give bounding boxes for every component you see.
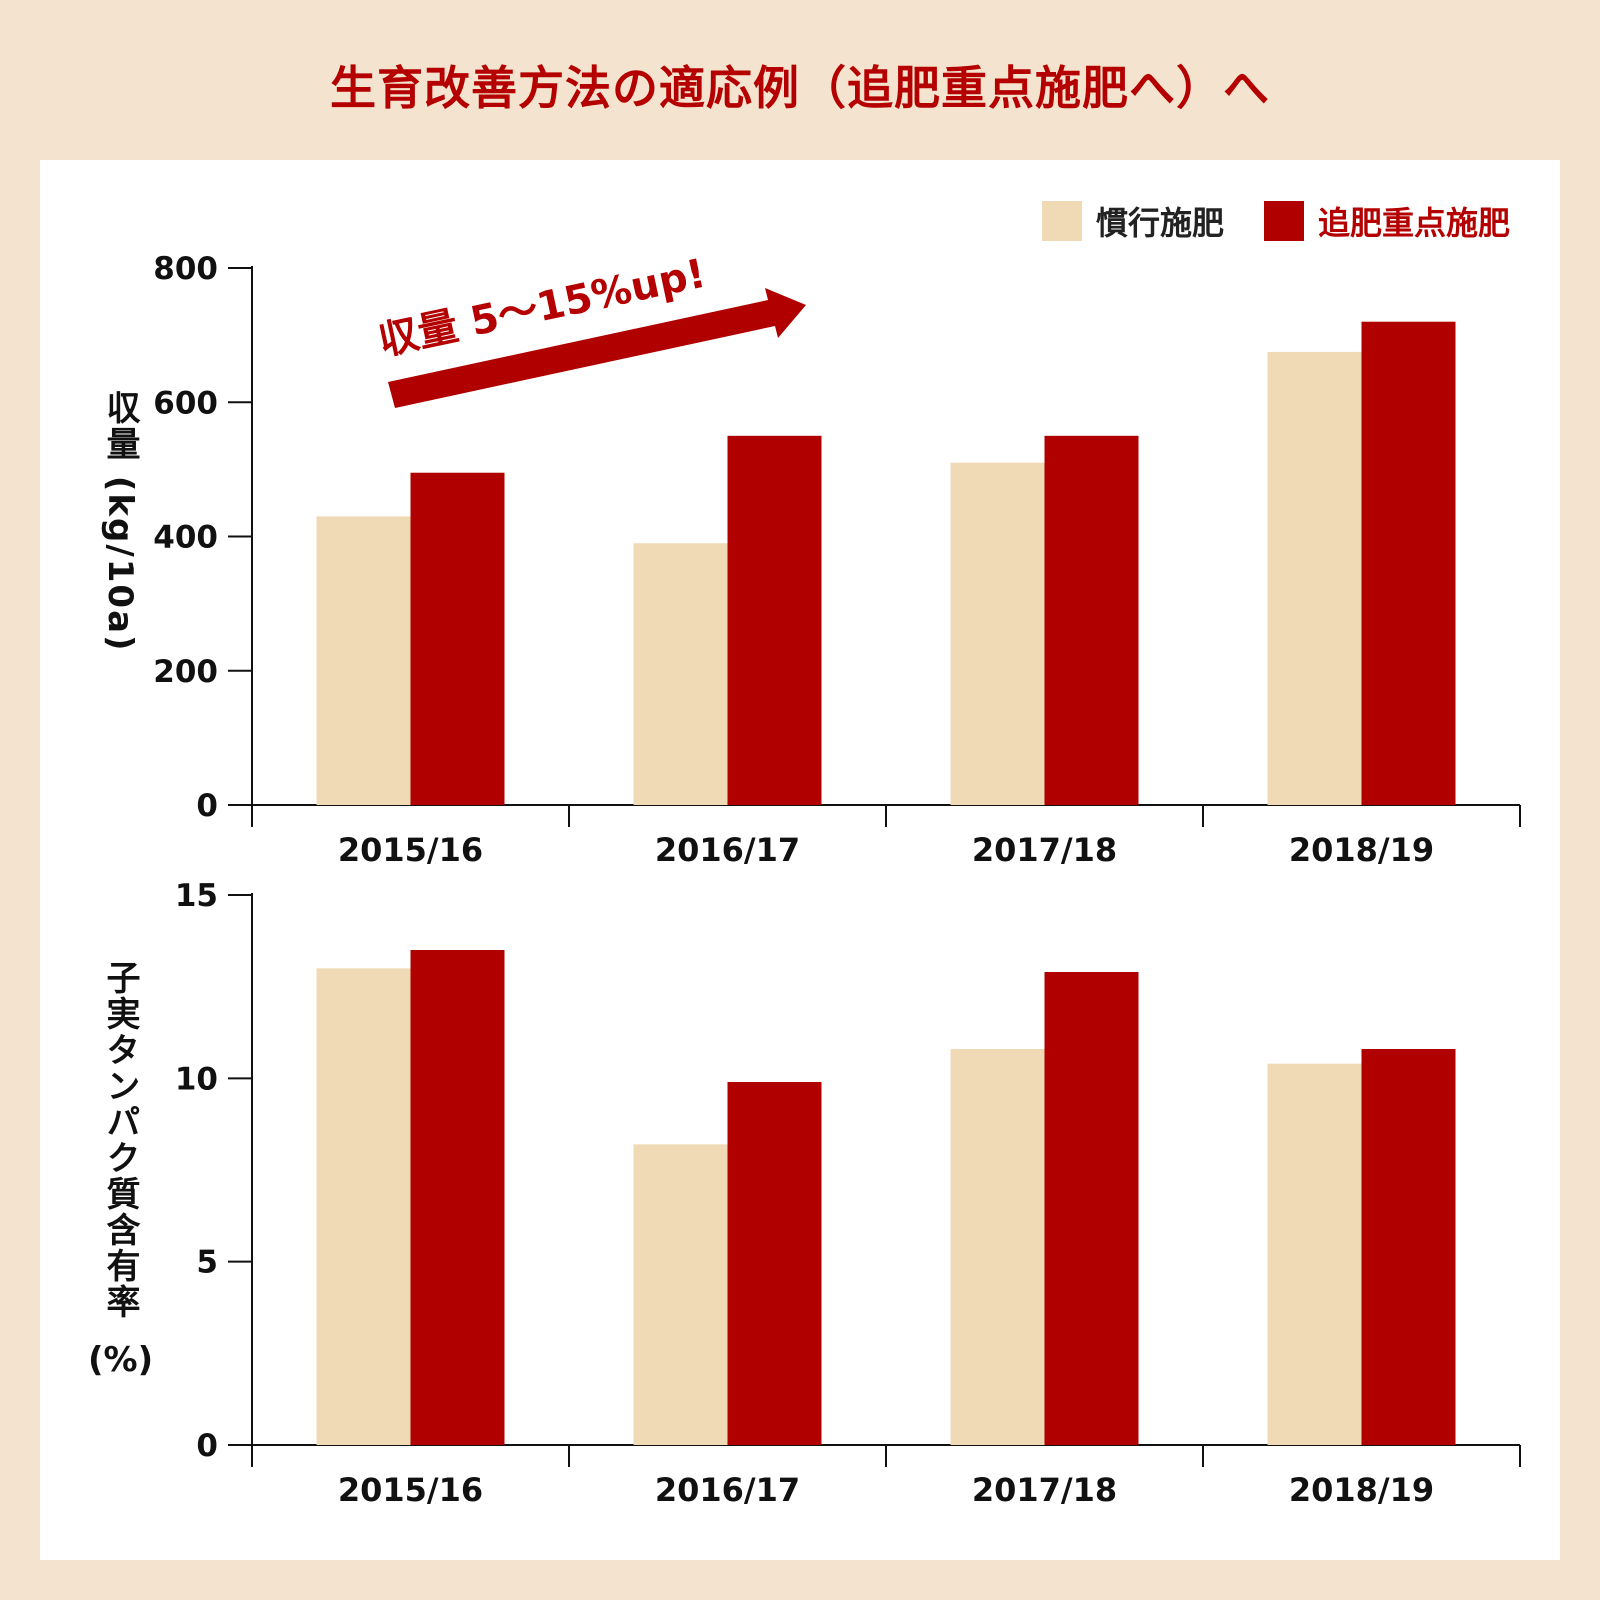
x-category-label: 2016/17 xyxy=(655,1471,800,1509)
bar-conventional xyxy=(950,462,1045,805)
chart-panel: 慣行施肥 追肥重点施肥 収量 (kg/10a) 子実タンパク質含有率 (%) 0… xyxy=(40,160,1560,1560)
legend-swatch-conventional xyxy=(1041,201,1082,241)
y-tick-label: 600 xyxy=(153,385,218,421)
protein-axis-label-unit: (%) xyxy=(88,1340,154,1380)
bar-conventional xyxy=(633,543,728,805)
bar-conventional xyxy=(1267,351,1362,805)
x-category-label: 2017/18 xyxy=(972,1471,1117,1509)
yield-increase-annotation: 収量 5〜15%up! xyxy=(375,251,806,408)
bar-conventional xyxy=(1267,1063,1362,1445)
legend-swatch-topdress xyxy=(1263,201,1304,241)
bar-topdress xyxy=(1361,321,1456,805)
y-tick-label: 800 xyxy=(153,251,218,287)
x-category-label: 2016/17 xyxy=(655,831,800,869)
bar-charts: 0 200 400 600 800 2015/16 2016/17 2017/18 2018/1… xyxy=(153,251,1521,1509)
y-tick-label: 5 xyxy=(196,1245,218,1281)
protein-chart: 0 5 10 15 2015/16 2016/17 2017/18 2018/19 xyxy=(175,878,1521,1509)
x-category-label: 2015/16 xyxy=(338,1471,483,1509)
x-category-label: 2018/19 xyxy=(1289,1471,1434,1509)
page-title: 生育改善方法の適応例（追肥重点施肥へ）へ xyxy=(330,61,1270,115)
yield-axis-label-main: 収量 xyxy=(100,390,140,462)
bar-conventional xyxy=(950,1049,1045,1445)
bar-conventional xyxy=(316,516,411,805)
y-tick-label: 0 xyxy=(196,788,218,824)
bar-topdress xyxy=(1044,435,1139,805)
yield-axis-label: 収量 (kg/10a) xyxy=(96,390,145,653)
legend-item-conventional: 慣行施肥 xyxy=(1041,198,1224,244)
yield-increase-arrow xyxy=(388,288,806,408)
x-category-label: 2017/18 xyxy=(972,831,1117,869)
y-tick-label: 15 xyxy=(175,878,218,914)
bar-topdress xyxy=(1361,1049,1456,1445)
protein-axis-label: 子実タンパク質含有率 xyxy=(96,960,145,1320)
y-tick-label: 0 xyxy=(196,1428,218,1464)
legend: 慣行施肥 追肥重点施肥 xyxy=(1041,198,1510,244)
bar-topdress xyxy=(410,472,505,805)
legend-label-topdress: 追肥重点施肥 xyxy=(1317,204,1510,242)
bar-conventional xyxy=(316,968,411,1445)
y-tick-label: 400 xyxy=(153,520,218,556)
bar-topdress xyxy=(727,435,822,805)
protein-axis-label-main: 子実タンパク質含有率 xyxy=(100,960,140,1320)
bar-topdress xyxy=(1044,972,1139,1445)
yield-axis-label-unit: (kg/10a) xyxy=(100,475,140,653)
legend-item-topdress: 追肥重点施肥 xyxy=(1263,198,1510,244)
x-category-label: 2018/19 xyxy=(1289,831,1434,869)
x-category-label: 2015/16 xyxy=(338,831,483,869)
yield-chart: 0 200 400 600 800 2015/16 2016/17 2017/18 2018/1… xyxy=(153,251,1521,869)
bar-topdress xyxy=(727,1082,822,1445)
bar-conventional xyxy=(633,1144,728,1445)
y-tick-label: 10 xyxy=(175,1061,218,1097)
bar-topdress xyxy=(410,950,505,1445)
legend-label-conventional: 慣行施肥 xyxy=(1095,204,1224,242)
y-tick-label: 200 xyxy=(153,654,218,690)
